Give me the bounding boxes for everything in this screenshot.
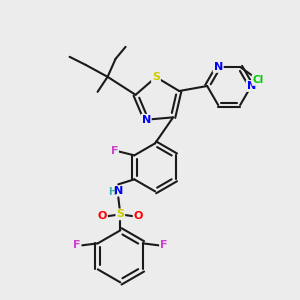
Text: H: H — [108, 188, 116, 197]
Text: F: F — [111, 146, 118, 156]
Text: O: O — [98, 212, 107, 221]
Text: N: N — [142, 115, 151, 125]
Text: N: N — [114, 186, 123, 197]
Text: N: N — [247, 81, 256, 91]
Text: O: O — [134, 212, 143, 221]
Text: S: S — [152, 72, 160, 82]
Text: S: S — [116, 209, 124, 219]
Text: N: N — [214, 62, 223, 72]
Text: Cl: Cl — [253, 75, 264, 85]
Text: F: F — [160, 240, 168, 250]
Text: F: F — [73, 240, 80, 250]
